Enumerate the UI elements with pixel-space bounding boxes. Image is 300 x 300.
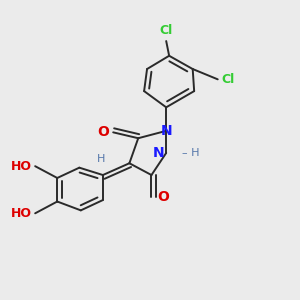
Text: Cl: Cl [221,73,235,86]
Text: O: O [97,125,109,139]
Text: N: N [160,124,172,138]
Text: HO: HO [11,207,32,220]
Text: HO: HO [11,160,32,173]
Text: Cl: Cl [160,24,173,37]
Text: N: N [153,146,165,160]
Text: O: O [157,190,169,204]
Text: H: H [97,154,105,164]
Text: – H: – H [182,148,200,158]
